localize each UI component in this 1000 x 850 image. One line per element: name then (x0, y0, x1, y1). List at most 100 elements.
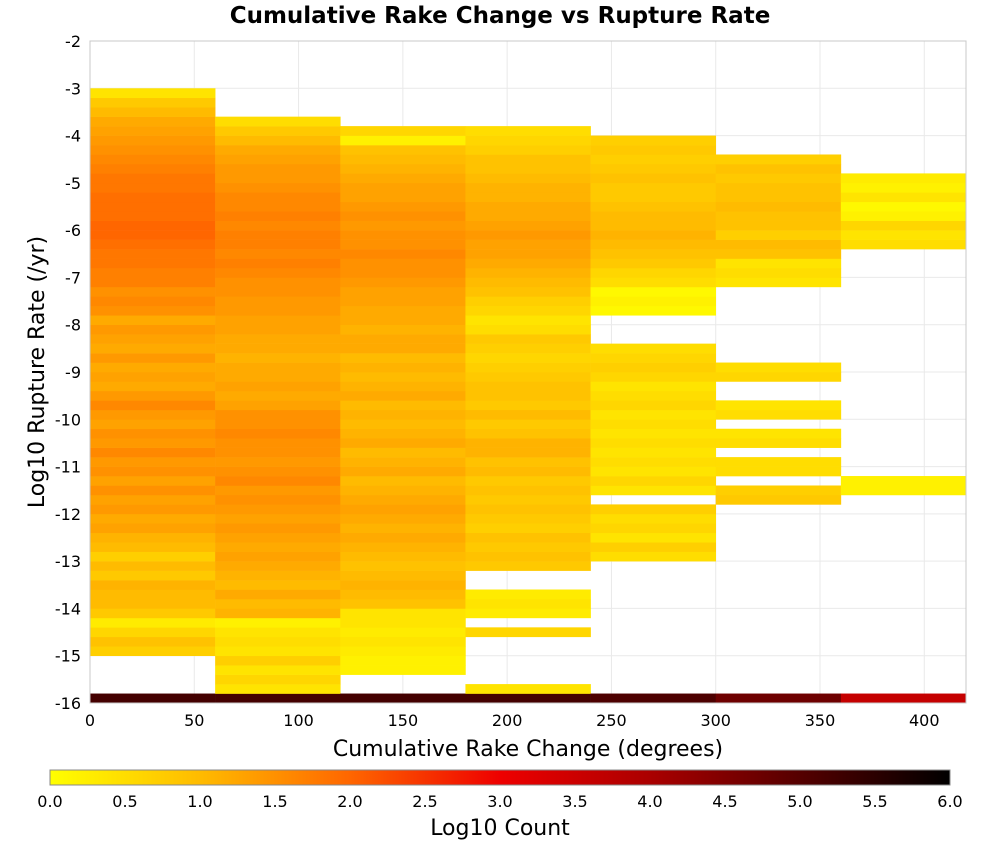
heatmap-cell (715, 201, 842, 212)
heatmap-cell (340, 343, 466, 354)
heatmap-cell (215, 674, 341, 685)
heatmap-cells (90, 88, 967, 704)
heatmap-cell (340, 617, 466, 628)
heatmap-cell (90, 116, 216, 127)
heatmap-cell (215, 343, 341, 354)
y-tick-label: -16 (55, 694, 81, 713)
heatmap-cell (465, 192, 591, 203)
heatmap-cell (90, 570, 216, 581)
heatmap-cell (465, 163, 591, 174)
heatmap-cell (340, 419, 466, 430)
heatmap-cell (215, 126, 341, 136)
heatmap-cell (90, 617, 216, 628)
heatmap-cell (340, 532, 466, 543)
heatmap-cell (340, 362, 466, 373)
heatmap-cell (590, 438, 717, 448)
heatmap-cell (715, 362, 842, 373)
heatmap-cell (215, 466, 341, 477)
heatmap-cell (90, 438, 216, 448)
heatmap-cell (90, 504, 216, 515)
heatmap-cell (90, 390, 216, 401)
heatmap-cell (590, 693, 717, 704)
heatmap-cell (840, 476, 967, 486)
heatmap-cell (90, 353, 216, 363)
heatmap-cell (215, 305, 341, 316)
heatmap-cell (90, 400, 216, 411)
heatmap-cell (465, 693, 591, 704)
colorbar-tick-label: 4.0 (637, 792, 662, 811)
heatmap-cell (465, 145, 591, 155)
heatmap-cell (590, 135, 717, 146)
heatmap-cell (90, 277, 216, 288)
heatmap-cell (465, 126, 591, 136)
heatmap-cell (465, 400, 591, 411)
heatmap-cell (465, 504, 591, 515)
y-axis-ticks: -2 -3 -4 -5 -6 -7 -8 -9 -10 -11 -12 -13 -14 -15 -16 (55, 32, 81, 713)
heatmap-cell (465, 551, 591, 562)
y-axis-label: Log10 Rupture Rate (/yr) (25, 236, 50, 508)
heatmap-cell (340, 135, 466, 146)
heatmap-cell (590, 239, 717, 250)
heatmap-cell (340, 192, 466, 203)
heatmap-cell (340, 636, 466, 647)
heatmap-cell (340, 438, 466, 448)
heatmap-cell (590, 400, 717, 411)
heatmap-cell (715, 400, 842, 411)
heatmap-cell (215, 655, 341, 666)
heatmap-cell (90, 457, 216, 467)
heatmap-cell (90, 296, 216, 307)
colorbar-ticks: 0.0 0.5 1.0 1.5 2.0 2.5 3.0 3.5 4.0 4.5 5.0 5.5 6.0 (37, 792, 962, 811)
y-tick-label: -2 (65, 32, 81, 51)
heatmap-cell (465, 542, 591, 552)
heatmap-cell (590, 381, 717, 392)
heatmap-cell (340, 513, 466, 524)
heatmap-cell (215, 381, 341, 392)
heatmap-cell (465, 343, 591, 354)
heatmap-cell (715, 267, 842, 278)
heatmap-cell (590, 286, 717, 297)
heatmap-cell (340, 305, 466, 316)
heatmap-cell (590, 532, 717, 543)
heatmap-cell (215, 277, 341, 288)
y-tick-label: -4 (65, 127, 81, 146)
heatmap-cell (590, 523, 717, 534)
heatmap-cell (465, 296, 591, 307)
heatmap-cell (215, 145, 341, 155)
heatmap-cell (465, 513, 591, 524)
heatmap-cell (340, 466, 466, 477)
heatmap-cell (465, 230, 591, 240)
heatmap-cell (715, 249, 842, 259)
y-tick-label: -9 (65, 363, 81, 382)
heatmap-cell (90, 163, 216, 174)
heatmap-cell (215, 258, 341, 269)
heatmap-cell (590, 513, 717, 524)
heatmap-cell (215, 249, 341, 259)
heatmap-cell (215, 627, 341, 638)
heatmap-cell (590, 504, 717, 515)
heatmap-cell (90, 494, 216, 505)
heatmap-cell (340, 655, 466, 666)
heatmap-cell (215, 693, 341, 704)
heatmap-cell (215, 192, 341, 203)
heatmap-cell (465, 372, 591, 382)
heatmap-cell (215, 334, 341, 344)
colorbar-tick-label: 2.0 (337, 792, 362, 811)
heatmap-cell (465, 286, 591, 297)
heatmap-cell (340, 211, 466, 221)
heatmap-cell (340, 372, 466, 382)
y-tick-label: -3 (65, 79, 81, 98)
y-tick-label: -8 (65, 316, 81, 335)
x-tick-label: 350 (805, 711, 836, 730)
heatmap-cell (215, 570, 341, 581)
heatmap-cell (590, 353, 717, 363)
heatmap-cell (840, 173, 967, 184)
heatmap-cell (715, 466, 842, 477)
heatmap-cell (215, 580, 341, 590)
heatmap-cell (215, 589, 341, 600)
heatmap-cell (340, 315, 466, 326)
heatmap-cell (215, 494, 341, 505)
heatmap-cell (340, 239, 466, 250)
heatmap-cell (215, 163, 341, 174)
heatmap-cell (340, 154, 466, 165)
heatmap-cell (590, 476, 717, 486)
